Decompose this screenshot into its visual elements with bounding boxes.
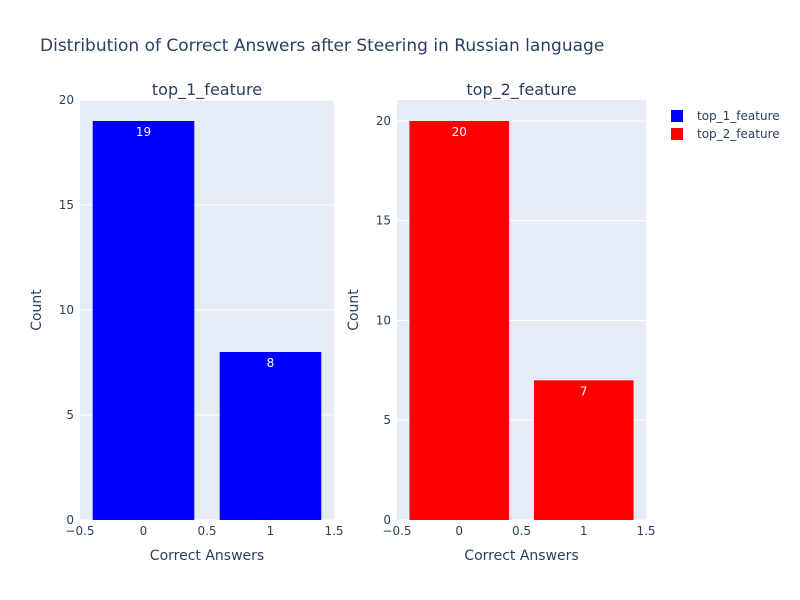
y-axis-label: Count [346, 289, 362, 331]
x-axis-label: Correct Answers [150, 548, 264, 564]
legend-label: top_1_feature [697, 109, 780, 123]
bar[interactable] [409, 120, 510, 520]
x-tick-label: 0.5 [512, 524, 531, 538]
bar-value-label: 19 [136, 125, 151, 139]
legend-item[interactable]: top_1_feature [671, 109, 780, 123]
bar[interactable] [92, 121, 195, 520]
x-tick-label: 1 [580, 524, 588, 538]
y-tick-label: 0 [66, 513, 74, 527]
legend-swatch [671, 128, 683, 140]
legend-item[interactable]: top_2_feature [671, 127, 780, 141]
x-tick-label: 0.5 [197, 524, 216, 538]
legend-swatch [671, 110, 683, 122]
y-tick-label: 5 [66, 408, 74, 422]
legend[interactable]: top_1_feature top_2_feature [671, 109, 780, 141]
bar-value-label: 8 [267, 356, 275, 370]
y-tick-label: 15 [59, 198, 74, 212]
x-tick-label: 0 [140, 524, 148, 538]
x-tick-label: 0 [455, 524, 463, 538]
y-tick-label: 15 [376, 214, 391, 228]
legend-label: top_2_feature [697, 127, 780, 141]
y-tick-label: 10 [59, 303, 74, 317]
bar[interactable] [533, 380, 634, 520]
y-tick-label: 0 [383, 513, 391, 527]
y-tick-label: 20 [59, 93, 74, 107]
x-axis-label: Correct Answers [464, 548, 578, 564]
x-tick-label: 1.5 [636, 524, 655, 538]
y-tick-label: 10 [376, 313, 391, 327]
x-tick-label: 1.5 [324, 524, 343, 538]
x-tick-label: −0.5 [382, 524, 411, 538]
subplot-title: top_2_feature [466, 80, 576, 100]
y-axis-label: Count [29, 289, 45, 331]
bar-value-label: 20 [452, 125, 467, 139]
x-tick-label: −0.5 [65, 524, 94, 538]
x-tick-label: 1 [267, 524, 275, 538]
bar-value-label: 7 [580, 384, 588, 398]
bar[interactable] [219, 352, 322, 520]
subplot-title: top_1_feature [152, 80, 262, 100]
y-tick-label: 5 [383, 413, 391, 427]
figure-title: Distribution of Correct Answers after St… [40, 36, 604, 56]
y-tick-label: 20 [376, 114, 391, 128]
